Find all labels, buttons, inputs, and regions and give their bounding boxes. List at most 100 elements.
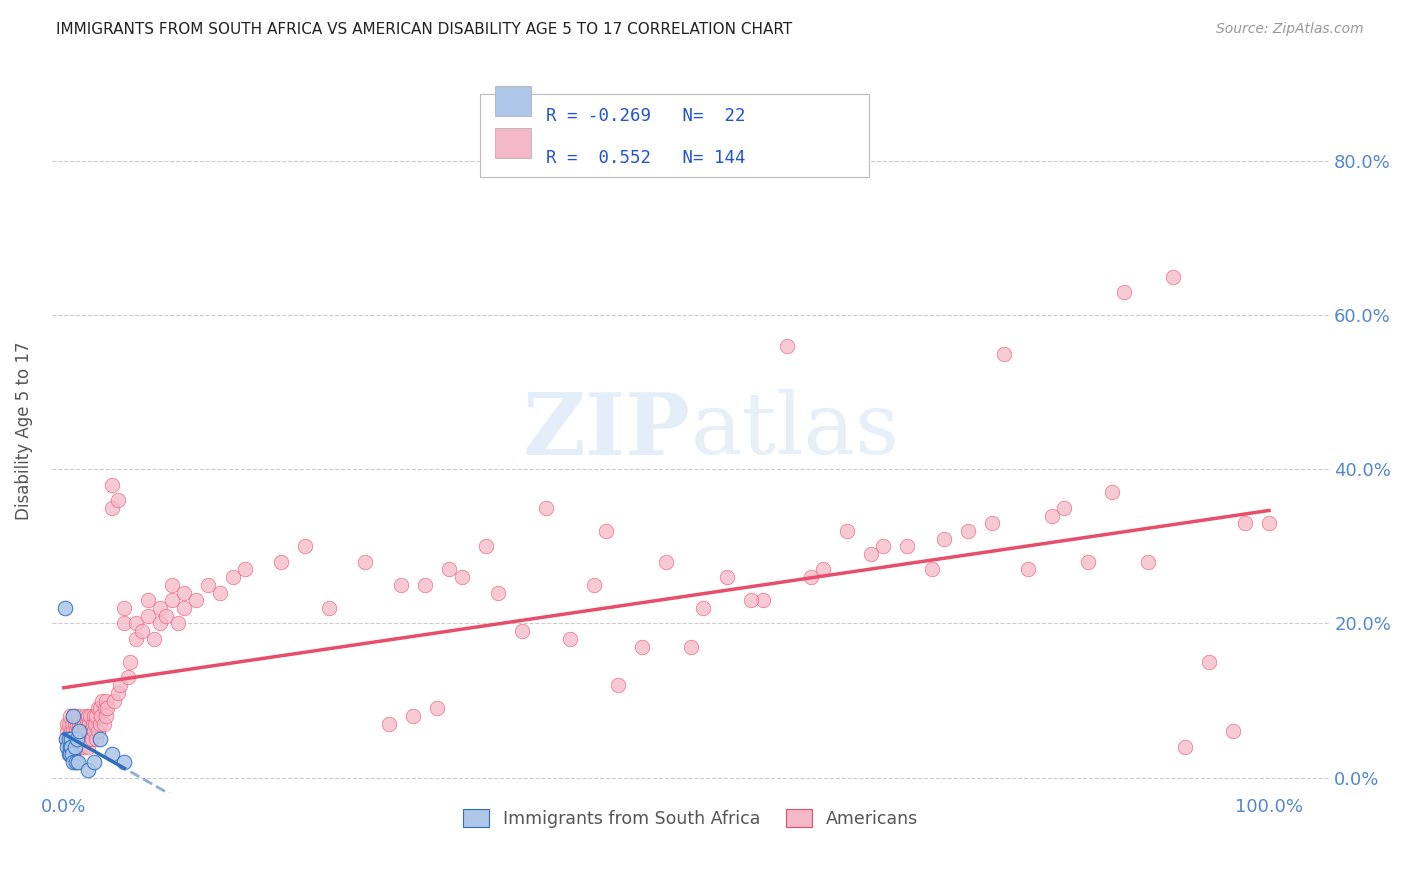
Point [1233, 516, 1256, 531]
Point [83, 709, 105, 723]
Point [65, 739, 87, 754]
Point [56, 724, 79, 739]
Point [77, 763, 100, 777]
Point [83, 755, 105, 769]
Point [318, 601, 340, 615]
Point [679, 640, 702, 654]
Text: IMMIGRANTS FROM SOUTH AFRICA VS AMERICAN DISABILITY AGE 5 TO 17 CORRELATION CHAR: IMMIGRANTS FROM SOUTH AFRICA VS AMERICAN… [56, 22, 793, 37]
Point [91, 693, 114, 707]
Point [65, 709, 87, 723]
Point [77, 724, 100, 739]
Point [55, 732, 77, 747]
Point [69, 732, 91, 747]
Point [837, 524, 859, 538]
Point [76, 732, 98, 747]
Point [107, 686, 129, 700]
Point [77, 732, 100, 747]
Point [426, 701, 449, 715]
Point [167, 616, 190, 631]
Point [53, 601, 76, 615]
Point [389, 578, 412, 592]
Point [86, 732, 108, 747]
Point [270, 555, 292, 569]
Point [86, 709, 108, 723]
Point [94, 701, 117, 715]
Point [84, 716, 107, 731]
Point [82, 716, 104, 731]
Point [486, 585, 509, 599]
Point [1114, 285, 1136, 299]
FancyBboxPatch shape [495, 86, 531, 116]
Point [86, 701, 108, 715]
Point [117, 670, 139, 684]
Point [112, 601, 135, 615]
Point [60, 724, 83, 739]
Point [149, 616, 172, 631]
Point [1222, 724, 1244, 739]
Point [1040, 508, 1063, 523]
Point [70, 716, 93, 731]
Point [294, 540, 316, 554]
Point [692, 601, 714, 615]
Point [60, 732, 83, 747]
Point [58, 739, 80, 754]
Point [534, 500, 557, 515]
Point [143, 632, 166, 646]
Point [60, 739, 83, 754]
Point [60, 716, 83, 731]
Point [233, 562, 256, 576]
Point [558, 632, 581, 646]
Point [186, 593, 208, 607]
Point [607, 678, 630, 692]
Point [209, 585, 232, 599]
Text: ZIP: ZIP [523, 389, 690, 473]
Point [75, 709, 97, 723]
Point [162, 593, 184, 607]
Point [56, 739, 79, 754]
Point [131, 624, 153, 639]
Point [155, 608, 177, 623]
Point [1137, 555, 1160, 569]
Point [103, 693, 125, 707]
Point [583, 578, 606, 592]
Point [1258, 516, 1281, 531]
Point [63, 732, 86, 747]
Point [1077, 555, 1099, 569]
Point [59, 732, 82, 747]
Point [65, 755, 87, 769]
Point [76, 716, 98, 731]
Point [60, 732, 83, 747]
Text: R =  0.552   N= 144: R = 0.552 N= 144 [546, 149, 745, 167]
Point [1161, 269, 1184, 284]
Point [1017, 562, 1039, 576]
Point [162, 578, 184, 592]
Point [378, 716, 401, 731]
Point [79, 709, 101, 723]
Point [921, 562, 943, 576]
Point [173, 585, 195, 599]
Point [75, 724, 97, 739]
Point [67, 739, 90, 754]
Point [94, 709, 117, 723]
Point [1174, 739, 1197, 754]
FancyBboxPatch shape [479, 94, 869, 178]
Point [66, 732, 89, 747]
Point [62, 709, 84, 723]
Point [125, 632, 148, 646]
Point [872, 540, 894, 554]
Point [112, 616, 135, 631]
Point [66, 732, 89, 747]
Point [896, 540, 918, 554]
Point [811, 562, 834, 576]
Point [932, 532, 955, 546]
Point [72, 724, 94, 739]
Point [63, 716, 86, 731]
Point [136, 593, 159, 607]
Point [62, 709, 84, 723]
Point [69, 724, 91, 739]
Text: atlas: atlas [690, 389, 900, 473]
Point [101, 477, 124, 491]
Point [439, 562, 461, 576]
Point [120, 655, 142, 669]
Point [73, 716, 96, 731]
